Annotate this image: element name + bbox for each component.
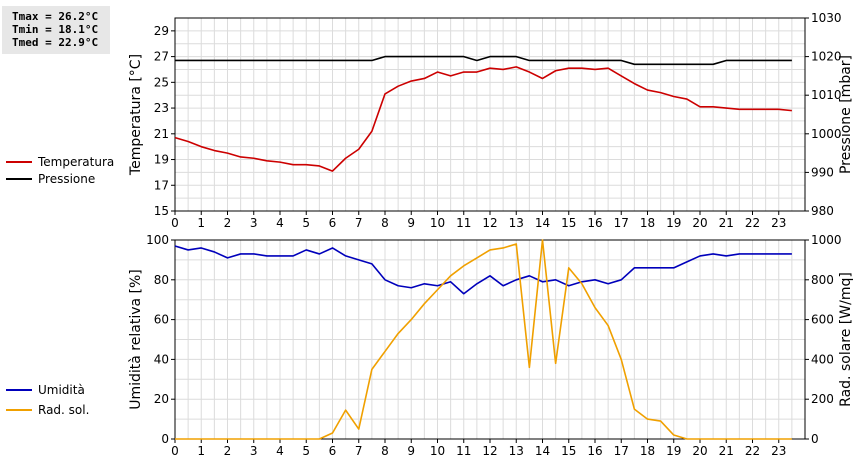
series-line-0 bbox=[174, 66, 792, 172]
y-tick-label: 15 bbox=[154, 204, 169, 218]
y-tick-label: 25 bbox=[154, 75, 169, 89]
x-tick-label: 11 bbox=[456, 216, 471, 230]
stats-box: Tmax = 26.2°C Tmin = 18.1°C Tmed = 22.9°… bbox=[2, 6, 110, 54]
legend-label-0: Umidità bbox=[38, 383, 85, 397]
x-tick-label: 22 bbox=[745, 444, 760, 458]
y2-tick-label: 0 bbox=[811, 432, 819, 446]
y-tick-label: 0 bbox=[161, 432, 169, 446]
y2-tick-label: 1000 bbox=[811, 127, 842, 141]
y2-tick-label: 200 bbox=[811, 392, 834, 406]
x-tick-label: 14 bbox=[535, 444, 550, 458]
tmax-text: Tmax = 26.2°C bbox=[12, 10, 99, 23]
x-tick-label: 7 bbox=[355, 444, 363, 458]
y2-axis-label: Rad. solare [W/mq] bbox=[838, 272, 854, 407]
y2-tick-label: 400 bbox=[811, 352, 834, 366]
legend-label-1: Rad. sol. bbox=[38, 403, 89, 417]
y-tick-label: 100 bbox=[146, 233, 169, 247]
tmin-text: Tmin = 18.1°C bbox=[12, 23, 99, 36]
legend-label-0: Temperatura bbox=[37, 155, 114, 169]
y-tick-label: 17 bbox=[154, 178, 169, 192]
series-line-0 bbox=[174, 245, 792, 295]
y-axis-label: Umidità relativa [%] bbox=[128, 269, 144, 410]
x-tick-label: 21 bbox=[719, 216, 734, 230]
x-tick-label: 19 bbox=[666, 444, 681, 458]
x-tick-label: 3 bbox=[250, 444, 258, 458]
x-tick-label: 0 bbox=[171, 216, 179, 230]
humidity-radiation-panel: 0 1 2 3 4 5 6 7 8 9 10 11 12 13 14 15 16 17 18 19 20 21 22 2302… bbox=[6, 233, 854, 458]
y2-tick-label: 1020 bbox=[811, 50, 842, 64]
x-tick-label: 12 bbox=[482, 216, 497, 230]
y2-tick-label: 1010 bbox=[811, 88, 842, 102]
y2-axis-label: Pressione [mbar] bbox=[838, 55, 854, 174]
y-tick-label: 29 bbox=[154, 24, 169, 38]
x-tick-label: 8 bbox=[381, 444, 389, 458]
y2-tick-label: 600 bbox=[811, 313, 834, 327]
x-tick-label: 18 bbox=[640, 444, 655, 458]
x-tick-label: 14 bbox=[535, 216, 550, 230]
x-tick-label: 15 bbox=[561, 216, 576, 230]
x-tick-label: 20 bbox=[692, 216, 707, 230]
x-tick-label: 17 bbox=[614, 444, 629, 458]
x-tick-label: 10 bbox=[430, 444, 445, 458]
legend-label-1: Pressione bbox=[38, 172, 95, 186]
x-tick-label: 22 bbox=[745, 216, 760, 230]
x-tick-label: 5 bbox=[302, 444, 310, 458]
x-tick-label: 3 bbox=[250, 216, 258, 230]
x-tick-label: 0 bbox=[171, 444, 179, 458]
x-tick-label: 7 bbox=[355, 216, 363, 230]
x-tick-label: 13 bbox=[509, 444, 524, 458]
series-line-1 bbox=[175, 239, 792, 440]
x-tick-label: 4 bbox=[276, 216, 284, 230]
x-tick-label: 5 bbox=[302, 216, 310, 230]
y-axis-label: Temperatura [°C] bbox=[128, 54, 144, 176]
x-tick-label: 21 bbox=[719, 444, 734, 458]
x-tick-label: 23 bbox=[771, 444, 786, 458]
x-tick-label: 18 bbox=[640, 216, 655, 230]
series-line-1 bbox=[175, 55, 792, 66]
tmed-text: Tmed = 22.9°C bbox=[12, 36, 99, 49]
x-tick-label: 16 bbox=[587, 216, 602, 230]
x-tick-label: 11 bbox=[456, 444, 471, 458]
y-tick-label: 21 bbox=[154, 127, 169, 141]
x-tick-label: 1 bbox=[197, 216, 205, 230]
y2-tick-label: 1000 bbox=[811, 233, 842, 247]
x-tick-label: 6 bbox=[329, 216, 337, 230]
x-tick-label: 20 bbox=[692, 444, 707, 458]
x-tick-label: 15 bbox=[561, 444, 576, 458]
x-tick-label: 6 bbox=[329, 444, 337, 458]
x-tick-label: 9 bbox=[407, 444, 415, 458]
x-tick-label: 23 bbox=[771, 216, 786, 230]
x-tick-label: 16 bbox=[587, 444, 602, 458]
y-tick-label: 60 bbox=[154, 313, 169, 327]
x-tick-label: 8 bbox=[381, 216, 389, 230]
temperature-pressure-panel: 0 1 2 3 4 5 6 7 8 9 10 11 12 13 14 15 16 17 18 19 20 21 22 2315… bbox=[6, 11, 854, 230]
x-tick-label: 13 bbox=[509, 216, 524, 230]
y-tick-label: 20 bbox=[154, 392, 169, 406]
x-tick-label: 17 bbox=[614, 216, 629, 230]
y2-tick-label: 990 bbox=[811, 165, 834, 179]
x-tick-label: 2 bbox=[224, 444, 232, 458]
x-tick-label: 10 bbox=[430, 216, 445, 230]
y-tick-label: 23 bbox=[154, 101, 169, 115]
x-tick-label: 9 bbox=[407, 216, 415, 230]
x-tick-label: 4 bbox=[276, 444, 284, 458]
y2-tick-label: 1030 bbox=[811, 11, 842, 25]
y-tick-label: 40 bbox=[154, 352, 169, 366]
x-tick-label: 1 bbox=[197, 444, 205, 458]
y-tick-label: 19 bbox=[154, 153, 169, 167]
x-tick-label: 12 bbox=[482, 444, 497, 458]
x-tick-label: 2 bbox=[224, 216, 232, 230]
y2-tick-label: 800 bbox=[811, 273, 834, 287]
y-tick-label: 27 bbox=[154, 50, 169, 64]
y-tick-label: 80 bbox=[154, 273, 169, 287]
x-tick-label: 19 bbox=[666, 216, 681, 230]
y2-tick-label: 980 bbox=[811, 204, 834, 218]
